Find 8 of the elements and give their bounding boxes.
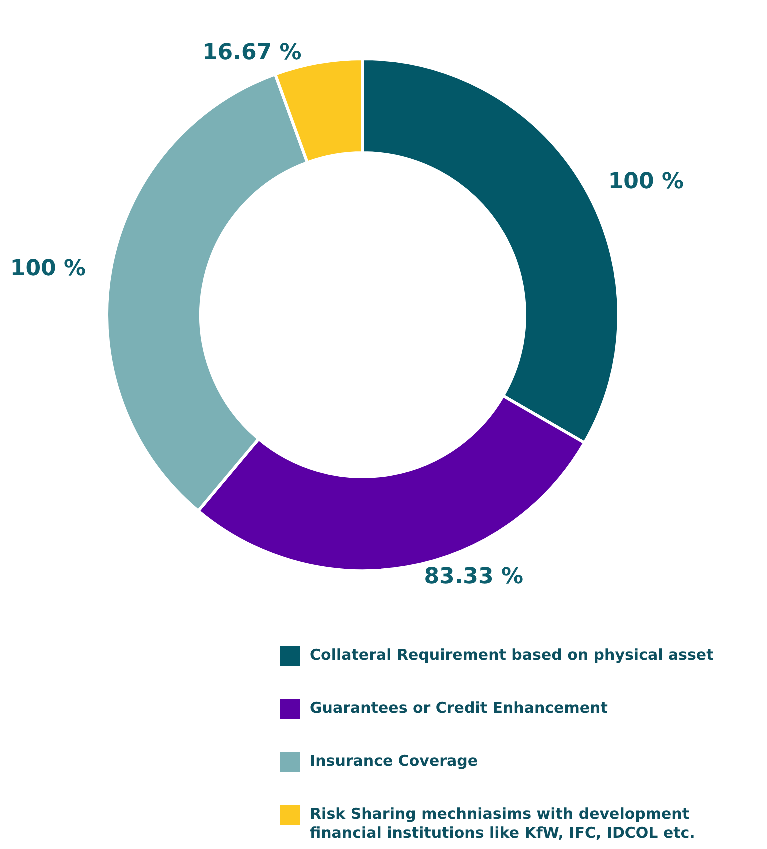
data-label: 100 % [10, 256, 86, 282]
data-label: 83.33 % [424, 564, 524, 590]
data-label: 16.67 % [202, 40, 302, 66]
legend-label: Risk Sharing mechniasims with development financial institutions like KfW, IFC, IDCOL etc. [310, 805, 696, 843]
legend-label: Collateral Requirement based on physical asset [310, 646, 714, 665]
data-label: 100 % [608, 170, 684, 194]
legend-label: Guarantees or Credit Enhancement [310, 699, 608, 718]
legend-label: Insurance Coverage [310, 752, 478, 771]
